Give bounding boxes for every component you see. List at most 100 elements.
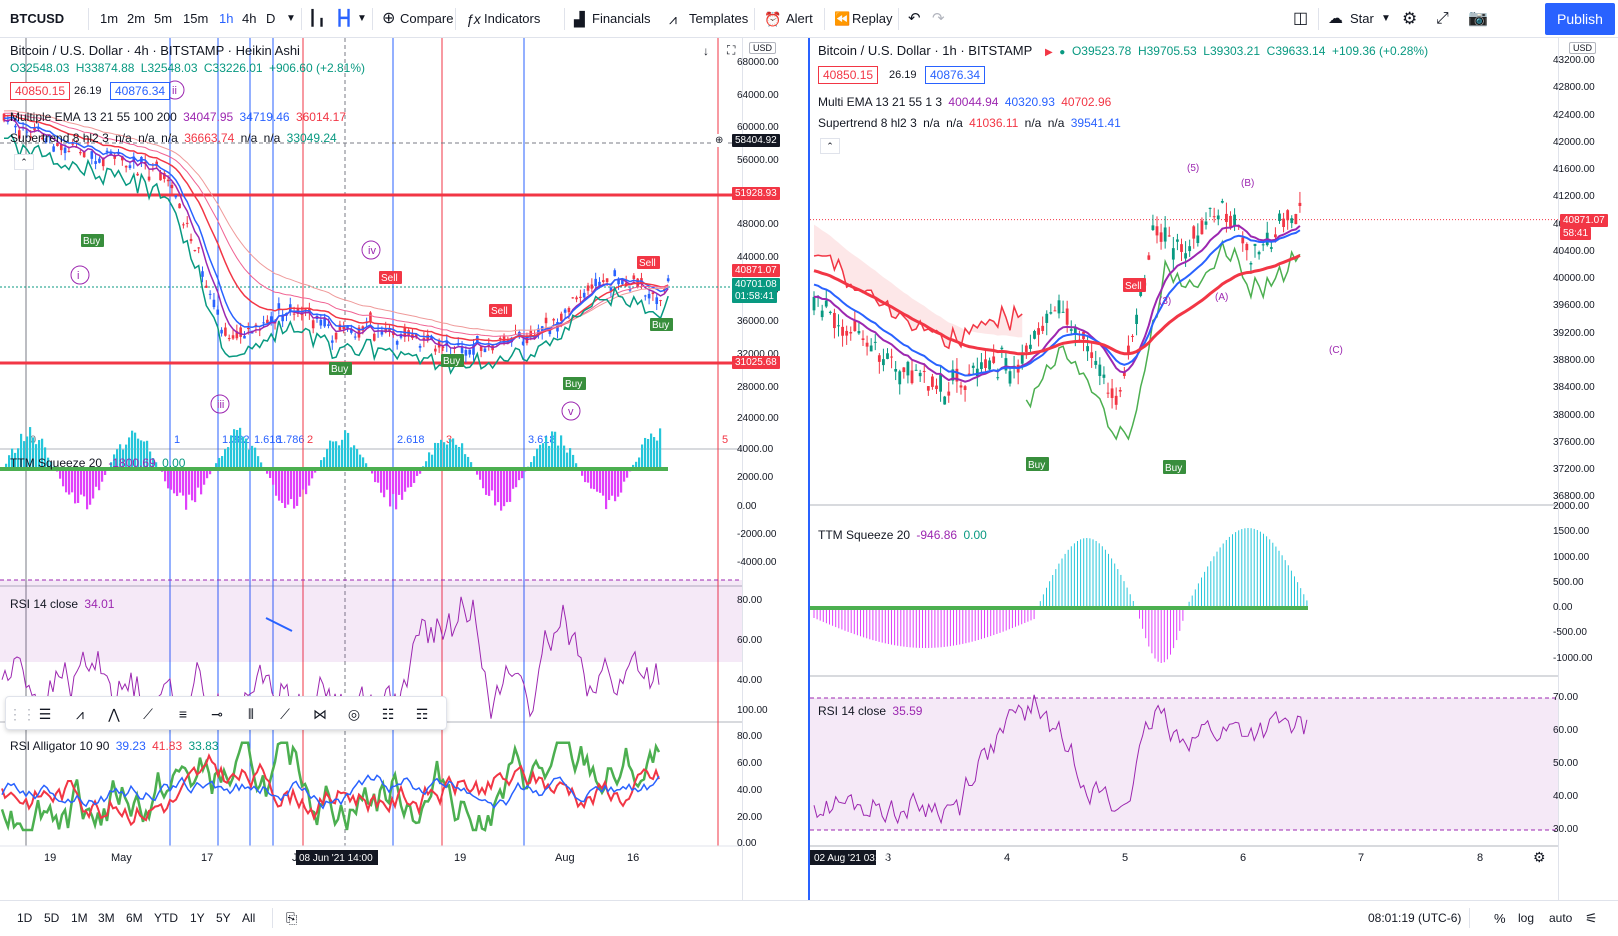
interval-15m[interactable]: 15m [183,0,208,38]
ttm-bar [74,469,76,503]
horizontal-ray-icon[interactable]: ⊸ [206,704,228,724]
candles-icon[interactable]: ┣┫ [335,0,353,38]
left-currency-button[interactable]: USD [749,42,776,54]
right-low: L39303.21 [1203,44,1260,58]
left-st-val-2: n/a [138,131,155,145]
range-5d[interactable]: 5D [44,901,59,936]
fib-time-zone-icon[interactable]: ⦀ [240,704,262,724]
candle-body [1274,234,1277,237]
cycle-icon[interactable]: ◎ [343,704,365,724]
fullscreen-icon[interactable]: ⤢ [1436,0,1449,38]
left-sell-price-box[interactable]: 40850.15 [10,82,70,100]
symbol-search[interactable]: BTCUSD [10,0,64,38]
ttm-bar [254,448,256,469]
elliott-wave-icon[interactable]: ⩘ [69,704,91,724]
settings-sliders-icon[interactable]: ⚟ [1585,901,1598,936]
trend-line-icon[interactable]: ⟋ [137,704,159,724]
ttm-bar [71,469,73,492]
ray-icon[interactable]: ⟋ [274,704,296,724]
right-buy-price-box[interactable]: 40876.34 [925,66,985,84]
left-st-val-7: 33049.24 [287,131,337,145]
camera-icon[interactable]: 📷 [1468,0,1488,38]
ttm-bar [602,469,604,496]
publish-button[interactable]: Publish [1545,3,1615,35]
range-1d[interactable]: 1D [17,901,32,936]
horizontal-lines-icon[interactable]: ☰ [34,704,56,724]
interval-1h[interactable]: 1h [219,0,233,38]
chevron-down-icon[interactable]: ▼ [286,0,296,38]
pitchfork-icon[interactable]: ☶ [411,704,433,724]
right-sell-price-box[interactable]: 40850.15 [818,66,878,84]
replay-button[interactable]: Replay [852,0,892,38]
interval-4h[interactable]: 4h [242,0,256,38]
range-all[interactable]: All [242,901,255,936]
candle-body [354,337,357,338]
ttm-bar [545,437,547,469]
right-currency-button[interactable]: USD [1569,42,1596,54]
go-to-date-icon[interactable]: ⎘ [286,901,297,936]
templates-icon[interactable]: ⩘ [669,0,677,38]
layout-chevron-icon[interactable]: ▼ [1381,0,1391,38]
candle-body [560,314,563,321]
left-price-axis[interactable]: USD [742,38,808,900]
range-3m[interactable]: 3M [98,901,115,936]
interval-1m[interactable]: 1m [100,0,118,38]
range-1m[interactable]: 1M [71,901,88,936]
range-ytd[interactable]: YTD [154,901,178,936]
log-toggle[interactable]: log [1518,901,1534,936]
replay-icon[interactable]: ⏪ [834,0,850,38]
interval-d[interactable]: D [266,0,275,38]
right-title-text: Bitcoin / U.S. Dollar · 1h · BITSTAMP [818,43,1032,58]
left-buy-price-box[interactable]: 40876.34 [110,82,170,100]
right-collapse-chevron-icon[interactable]: ⌃ [820,138,840,154]
left-ttm-tick: -2000.00 [737,529,1612,540]
redo-icon[interactable]: ↷ [932,0,945,38]
financials-button[interactable]: Financials [592,0,651,38]
left-collapse-chevron-icon[interactable]: ⌃ [14,154,34,170]
abcd-pattern-icon[interactable]: ⋀ [103,704,125,724]
cloud-icon[interactable]: ☁ [1328,0,1343,38]
range-5y[interactable]: 5Y [216,901,231,936]
fib-retracement-icon[interactable]: ≡ [172,704,194,724]
ttm-bar [449,439,451,469]
clock-timezone[interactable]: 08:01:19 (UTC-6) [1368,901,1461,936]
right-high: H39705.53 [1138,44,1197,58]
templates-button[interactable]: Templates [689,0,748,38]
financials-icon[interactable]: ▟ [574,0,585,38]
interval-2m[interactable]: 2m [127,0,145,38]
range-1y[interactable]: 1Y [190,901,205,936]
percent-toggle[interactable]: % [1494,901,1506,936]
alert-clock-icon[interactable]: ⏰ [764,0,781,38]
candle-body [171,185,174,188]
candle-body [327,324,330,326]
left-ttm-tick: 4000.00 [737,444,1612,455]
undo-icon[interactable]: ↶ [908,0,921,38]
candle-body [568,308,571,312]
left-maximize-icon[interactable]: ⛶ [727,43,735,58]
bar-style-icon[interactable]: ┃╻ [308,0,326,38]
ttm-bar [344,430,346,469]
indicators-icon[interactable]: ƒx [466,0,481,38]
save-layout-button[interactable]: Star [1350,0,1374,38]
ttm-bar [194,469,196,502]
ttm-bar [650,434,652,469]
xabcd-pattern-icon[interactable]: ⋈ [309,704,331,724]
compare-button[interactable]: Compare [400,0,453,38]
alert-button[interactable]: Alert [786,0,813,38]
indicators-button[interactable]: Indicators [484,0,540,38]
interval-5m[interactable]: 5m [154,0,172,38]
left-scroll-down-icon[interactable]: ↓ [703,44,709,58]
fib-channel-icon[interactable]: ☷ [377,704,399,724]
layout-icon[interactable]: ◫ [1293,0,1308,38]
auto-toggle[interactable]: auto [1549,901,1572,936]
range-6m[interactable]: 6M [126,901,143,936]
chart-type-chevron-icon[interactable]: ▼ [357,0,367,38]
plus-circle-icon[interactable]: ⊕ [382,0,395,38]
ttm-bar [329,441,331,469]
gear-icon[interactable]: ⚙ [1402,0,1417,38]
drag-handle-icon[interactable]: ⋮⋮ [8,704,30,724]
candle-body [125,166,128,168]
candle-body [247,328,250,329]
